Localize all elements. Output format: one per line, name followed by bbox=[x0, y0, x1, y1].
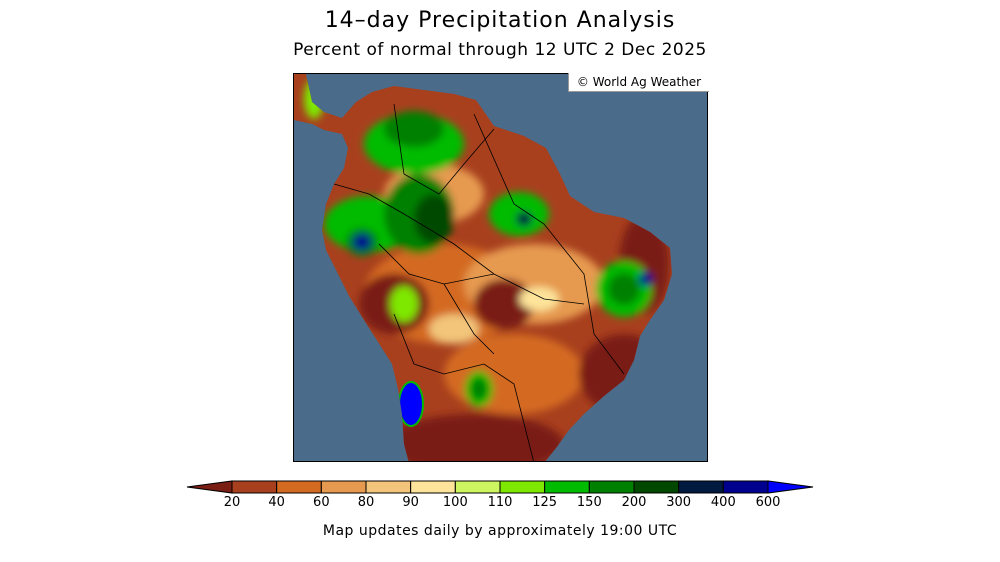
legend-label: 400 bbox=[710, 495, 736, 510]
legend-swatch bbox=[499, 480, 546, 494]
legend-label: 80 bbox=[357, 495, 375, 510]
legend-swatch bbox=[588, 480, 635, 494]
legend-swatch bbox=[231, 480, 278, 494]
credit-label: © World Ag Weather bbox=[568, 73, 709, 92]
legend-swatch bbox=[276, 480, 322, 494]
legend-label: 60 bbox=[313, 495, 330, 510]
legend-label: 200 bbox=[621, 495, 647, 510]
update-note: Map updates daily by approximately 19:00… bbox=[322, 523, 678, 539]
country-borders bbox=[333, 103, 625, 461]
map-title: 14–day Precipitation Analysis bbox=[324, 8, 676, 33]
precipitation-map bbox=[293, 73, 708, 462]
color-legend bbox=[186, 480, 814, 494]
legend-swatch-below bbox=[186, 480, 233, 494]
map-canvas bbox=[294, 74, 672, 461]
legend-swatch bbox=[633, 480, 680, 494]
legend-label: 90 bbox=[402, 495, 419, 510]
legend-label: 600 bbox=[755, 495, 781, 510]
legend-swatch-above bbox=[767, 480, 814, 494]
land-field bbox=[294, 74, 672, 461]
legend-label: 20 bbox=[223, 495, 241, 510]
legend-swatch bbox=[454, 480, 501, 494]
legend-label: 100 bbox=[442, 495, 468, 510]
legend-label: 300 bbox=[666, 495, 692, 510]
legend-swatch bbox=[722, 480, 769, 494]
legend-swatch bbox=[365, 480, 412, 494]
legend-swatch bbox=[410, 480, 456, 494]
map-subtitle: Percent of normal through 12 UTC 2 Dec 2… bbox=[293, 40, 707, 60]
legend-swatch bbox=[320, 480, 367, 494]
legend-label: 40 bbox=[268, 495, 285, 510]
legend-label: 125 bbox=[532, 495, 558, 510]
legend-label: 150 bbox=[576, 495, 602, 510]
legend-swatch bbox=[678, 480, 724, 494]
legend-swatch bbox=[544, 480, 590, 494]
legend-label: 110 bbox=[487, 495, 513, 510]
